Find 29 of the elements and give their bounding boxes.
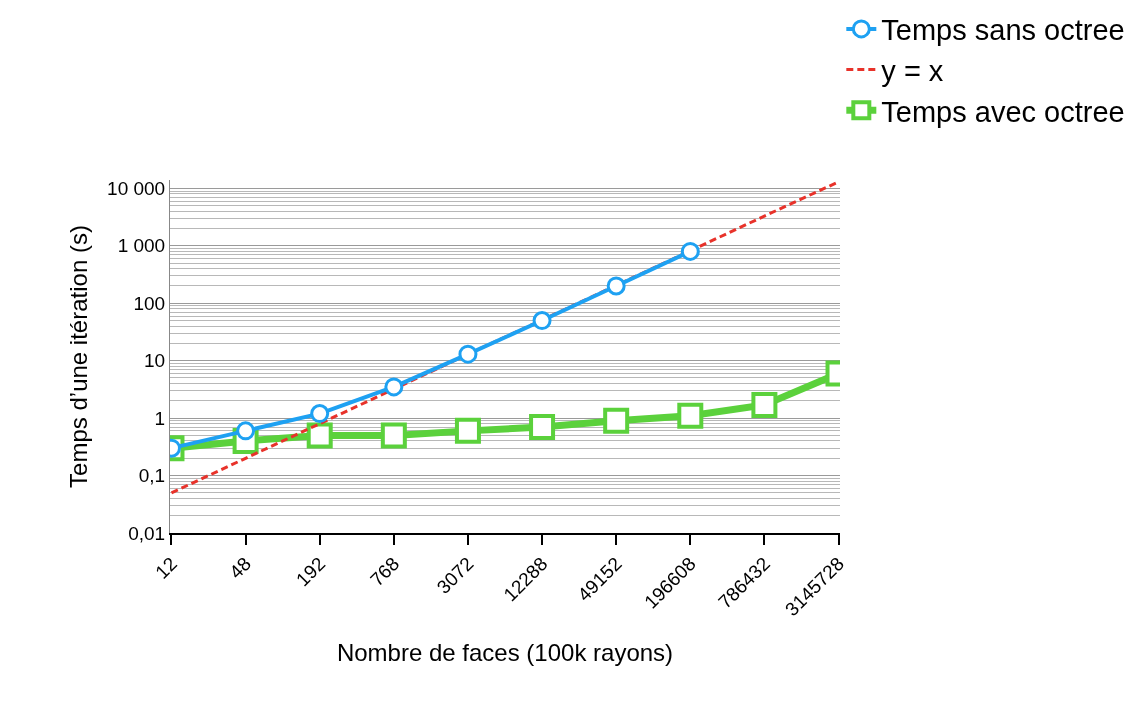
legend-label: Temps sans octree xyxy=(881,14,1125,47)
point xyxy=(458,344,478,364)
legend-label: Temps avec octree xyxy=(881,95,1125,128)
y-tick-label: 1 xyxy=(154,407,166,429)
point xyxy=(751,391,778,418)
point xyxy=(306,422,333,449)
y-tick-label: 0,1 xyxy=(138,465,166,487)
y-tick-label: 100 xyxy=(133,292,166,314)
x-tick-label: 12 xyxy=(151,553,182,583)
point xyxy=(532,311,552,331)
point xyxy=(384,377,404,397)
point xyxy=(380,422,407,449)
x-tick-label: 768 xyxy=(366,553,404,591)
point xyxy=(606,276,626,296)
y-tick-label: 10 xyxy=(144,350,166,372)
point xyxy=(310,404,330,424)
point xyxy=(529,414,556,441)
point xyxy=(603,407,630,434)
y-tick-label: 10 000 xyxy=(107,178,166,200)
point xyxy=(677,402,704,429)
point xyxy=(454,417,481,444)
legend-label: y = x xyxy=(881,54,944,87)
x-tick-label: 48 xyxy=(225,553,256,583)
point xyxy=(680,241,700,261)
y-axis-title: Temps d’une itération (s) xyxy=(65,225,93,488)
x-tick-label: 192 xyxy=(291,553,330,591)
y-tick-label: 1 000 xyxy=(117,235,166,257)
y-tick-label: 0,01 xyxy=(128,522,166,544)
x-axis-title: Nombre de faces (100k rayons) xyxy=(336,638,674,666)
